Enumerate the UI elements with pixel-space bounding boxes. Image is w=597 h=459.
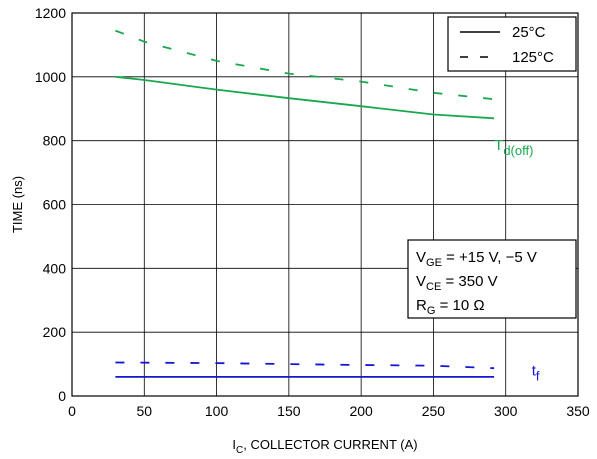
legend-label-25c: 25°C (512, 24, 546, 41)
x-tick-label: 50 (136, 403, 152, 419)
series-line-tdoff-25c (115, 75, 495, 120)
series-group (115, 29, 495, 378)
y-tick-label: 800 (43, 133, 67, 149)
plot-frame (71, 12, 579, 397)
condition-rg: RG = 10 Ω (416, 297, 485, 317)
y-tick-label: 1200 (35, 5, 66, 21)
curve-label-td-off: Td(off) (494, 137, 533, 158)
condition-vce: VCE = 350 V (416, 273, 498, 293)
x-tick-label: 200 (349, 403, 373, 419)
x-tick-label: 0 (68, 403, 76, 419)
condition-vge: VGE = +15 V, −5 V (416, 249, 537, 269)
conditions-box: VGE = +15 V, −5 V VCE = 350 V RG = 10 Ω (407, 239, 577, 319)
x-tick-label: 150 (277, 403, 301, 419)
x-tick-label: 250 (422, 403, 446, 419)
x-axis-label-sub: C (236, 445, 243, 456)
y-tick-label: 600 (43, 197, 67, 213)
curve-label-tf: tf (532, 362, 540, 383)
y-axis-label: TIME (ns) (10, 176, 25, 233)
conditions-frame (407, 239, 577, 319)
y-tick-label: 200 (43, 324, 67, 340)
x-axis-label-rest: , COLLECTOR CURRENT (A) (243, 437, 417, 452)
y-tick-label: 400 (43, 260, 67, 276)
x-tick-label: 300 (494, 403, 518, 419)
series-line-tdoff-125c (115, 29, 495, 101)
x-axis-label: IC, COLLECTOR CURRENT (A) (232, 437, 417, 456)
y-tick-label: 0 (58, 388, 66, 404)
y-tick-label: 1000 (35, 69, 66, 85)
grid (72, 13, 578, 396)
x-tick-label: 350 (566, 403, 590, 419)
x-axis-label-main: I (232, 437, 236, 452)
legend: 25°C 125°C (447, 16, 577, 72)
legend-box (447, 16, 577, 72)
series-line-tf-125c (115, 361, 495, 370)
x-tick-label: 100 (205, 403, 229, 419)
tick-labels: 0 50 100 150 200 250 300 350 0 200 400 600 800 1000 12… (35, 5, 590, 419)
legend-label-125c: 125°C (512, 49, 554, 66)
